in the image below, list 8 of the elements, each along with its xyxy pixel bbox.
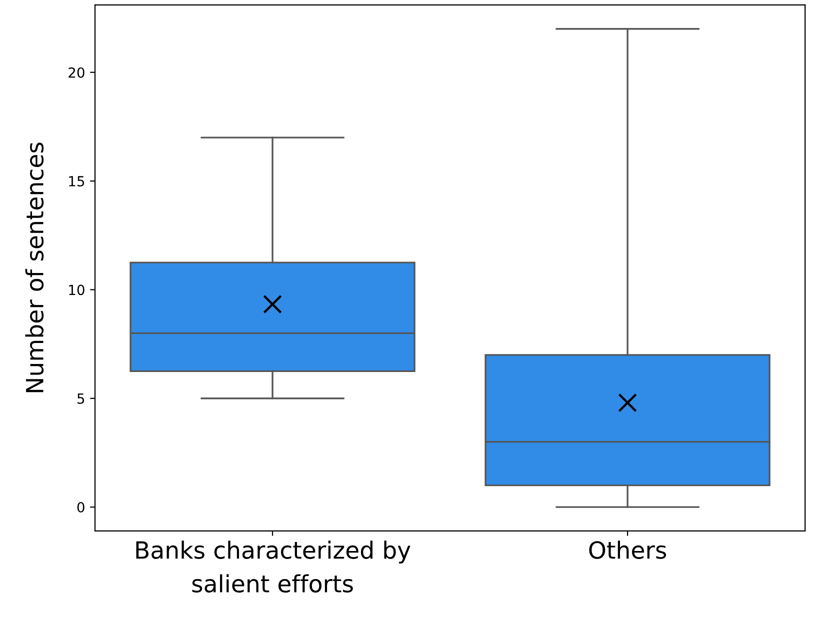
x-tick-label: Others <box>589 540 666 559</box>
x-tick-label: Banks characterized by salient efforts <box>136 540 410 593</box>
y-tick-label: 5 <box>78 394 84 404</box>
y-tick-label: 0 <box>77 502 84 513</box>
y-axis-title: Number of sentences <box>25 142 44 392</box>
y-tick-label: 15 <box>69 176 84 186</box>
y-tick-label: 20 <box>68 67 84 78</box>
y-tick-label: 10 <box>69 284 84 296</box>
